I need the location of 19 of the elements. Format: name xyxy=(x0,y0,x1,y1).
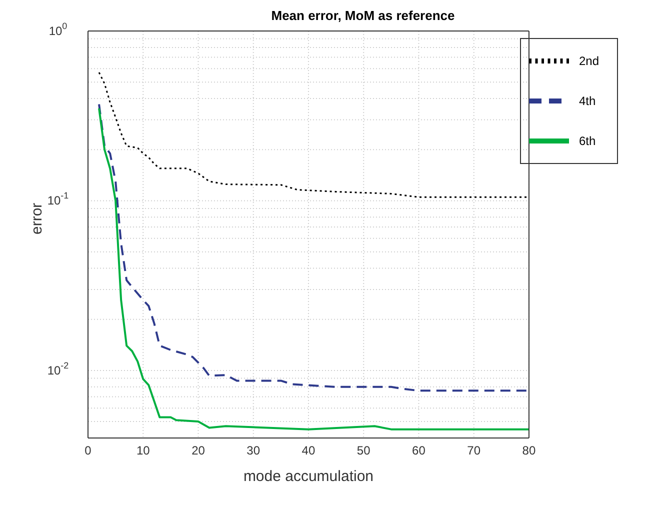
x-tick-label: 50 xyxy=(356,444,371,458)
x-axis-title: mode accumulation xyxy=(243,468,374,485)
x-tick-label: 80 xyxy=(522,444,536,458)
x-tick-label: 10 xyxy=(136,444,150,458)
y-tick-label: 10$^{-1}$ xyxy=(47,190,69,208)
x-tick-label: 40 xyxy=(302,444,316,458)
legend-label: 6th xyxy=(578,134,596,148)
y-tick-label: 10$^{0}$ xyxy=(48,21,68,38)
y-axis-title: error xyxy=(28,202,46,234)
legend-label: 2nd xyxy=(578,54,599,68)
legend-label: 4th xyxy=(578,94,596,108)
chart-title: Mean error, MoM as reference xyxy=(271,8,455,23)
x-tick-label: 70 xyxy=(467,444,481,458)
x-tick-label: 30 xyxy=(246,444,260,458)
x-tick-label: 0 xyxy=(84,444,92,458)
x-tick-label: 20 xyxy=(192,444,206,458)
x-tick-label: 60 xyxy=(412,444,426,458)
y-tick-label: 10$^{-2}$ xyxy=(47,360,69,378)
line-series xyxy=(98,72,529,198)
